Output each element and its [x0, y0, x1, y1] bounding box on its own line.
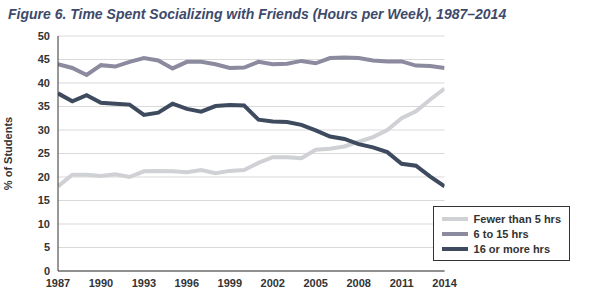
svg-text:2011: 2011: [390, 277, 414, 289]
svg-text:40: 40: [38, 77, 50, 89]
svg-text:1996: 1996: [175, 277, 199, 289]
html-text:Figure 6. Time Spent Socializi: Figure 6. Time Spent Socializing with Fr…: [8, 6, 507, 22]
svg-text:1993: 1993: [132, 277, 156, 289]
svg-text:1999: 1999: [218, 277, 242, 289]
html-text:Fewer than 5 hrs: Fewer than 5 hrs: [473, 212, 561, 225]
svg-text:1990: 1990: [89, 277, 113, 289]
svg-text:% of Students: % of Students: [8, 117, 14, 190]
svg-text:1987: 1987: [46, 277, 70, 289]
svg-text:2002: 2002: [261, 277, 285, 289]
svg-text:2008: 2008: [346, 277, 370, 289]
svg-text:5: 5: [44, 241, 50, 253]
svg-text:20: 20: [38, 171, 50, 183]
svg-text:25: 25: [38, 147, 50, 159]
svg-text:50: 50: [38, 30, 50, 42]
svg-text:2005: 2005: [303, 277, 327, 289]
svg-text:30: 30: [38, 124, 50, 136]
svg-text:2014: 2014: [432, 277, 457, 289]
svg-text:45: 45: [38, 53, 50, 65]
svg-text:10: 10: [38, 218, 50, 230]
svg-text:35: 35: [38, 100, 50, 112]
svg-text:0: 0: [44, 265, 50, 277]
html-text:6 to 15 hrs: 6 to 15 hrs: [473, 227, 529, 240]
html-text:16 or more hrs: 16 or more hrs: [473, 242, 550, 255]
svg-text:15: 15: [38, 194, 50, 206]
